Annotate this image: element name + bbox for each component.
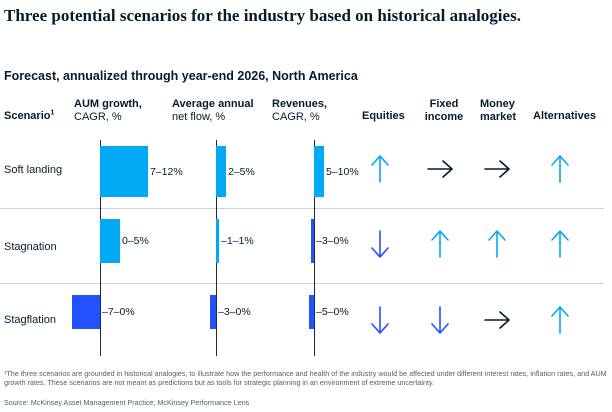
header-fixed-line2: income <box>424 111 464 123</box>
header-flow: Average annual net flow, % <box>172 98 254 124</box>
aum-value-stagflation: –7–0% <box>102 306 135 318</box>
scenario-label-stagnation: Stagnation <box>4 241 57 253</box>
aum-value-soft-landing: 7–12% <box>150 165 183 178</box>
header-scenario-label: Scenario <box>4 110 51 122</box>
header-fixed-line1: Fixed <box>429 98 459 110</box>
aum-bar-stagnation <box>100 219 120 263</box>
row-divider <box>0 283 604 284</box>
header-aum: AUM growth, CAGR, % <box>74 98 142 124</box>
header-aum-line2: CAGR, % <box>74 111 122 123</box>
arrow-up-icon <box>551 306 569 334</box>
header-money-market: Money market <box>480 98 516 124</box>
flow-bar-soft-landing <box>216 146 226 197</box>
chart-title: Three potential scenarios for the indust… <box>4 6 521 25</box>
header-alternatives: Alternatives <box>533 110 596 122</box>
header-money-line2: market <box>480 111 517 123</box>
header-aum-line1: AUM growth, <box>74 98 142 110</box>
header-equities: Equities <box>362 110 405 122</box>
flow-value-stagflation: –3–0% <box>218 306 251 318</box>
revenue-value-stagflation: –5–0% <box>316 306 349 318</box>
arrow-up-icon <box>371 155 389 183</box>
aum-bar-stagflation <box>72 295 100 329</box>
revenue-bar-stagflation <box>309 295 314 329</box>
arrow-flat-icon <box>484 311 510 329</box>
header-revenue-line2: CAGR, % <box>272 111 320 123</box>
footnote: ¹The three scenarios are grounded in his… <box>4 369 607 387</box>
header-scenario: Scenario1 <box>4 109 55 123</box>
flow-bar-stagnation <box>216 219 219 263</box>
revenue-value-stagnation: –3–0% <box>316 235 349 247</box>
header-fixed-income: Fixed income <box>424 98 464 124</box>
arrow-down-icon <box>371 306 389 334</box>
footnote-marker: 1 <box>50 109 55 117</box>
arrow-flat-icon <box>484 160 510 178</box>
aum-bar-soft-landing <box>100 146 148 197</box>
flow-bar-stagflation <box>210 295 216 329</box>
aum-value-stagnation: 0–5% <box>122 235 149 247</box>
header-revenue: Revenues, CAGR, % <box>272 98 327 124</box>
header-flow-line2: net flow, % <box>172 111 226 123</box>
chart-subtitle: Forecast, annualized through year-end 20… <box>4 69 358 83</box>
revenue-bar-soft-landing <box>314 146 324 197</box>
revenue-zero-axis <box>314 140 315 356</box>
scenario-label-soft-landing: Soft landing <box>4 164 63 176</box>
revenue-bar-stagnation <box>311 219 314 263</box>
arrow-up-icon <box>488 230 506 258</box>
source-note: Source: McKinsey Asset Management Practi… <box>4 398 250 407</box>
arrow-up-icon <box>551 155 569 183</box>
arrow-down-icon <box>431 306 449 334</box>
revenue-value-soft-landing: 5–10% <box>326 165 359 178</box>
arrow-up-icon <box>551 230 569 258</box>
arrow-up-icon <box>431 230 449 258</box>
header-flow-line1: Average annual <box>172 98 254 110</box>
arrow-flat-icon <box>427 160 453 178</box>
flow-value-stagnation: –1–1% <box>221 235 254 247</box>
row-divider <box>0 208 604 209</box>
scenario-label-stagflation: Stagflation <box>4 314 56 326</box>
header-money-line1: Money <box>480 98 515 110</box>
arrow-down-icon <box>371 230 389 258</box>
flow-value-soft-landing: 2–5% <box>228 165 255 178</box>
header-revenue-line1: Revenues, <box>272 98 328 110</box>
